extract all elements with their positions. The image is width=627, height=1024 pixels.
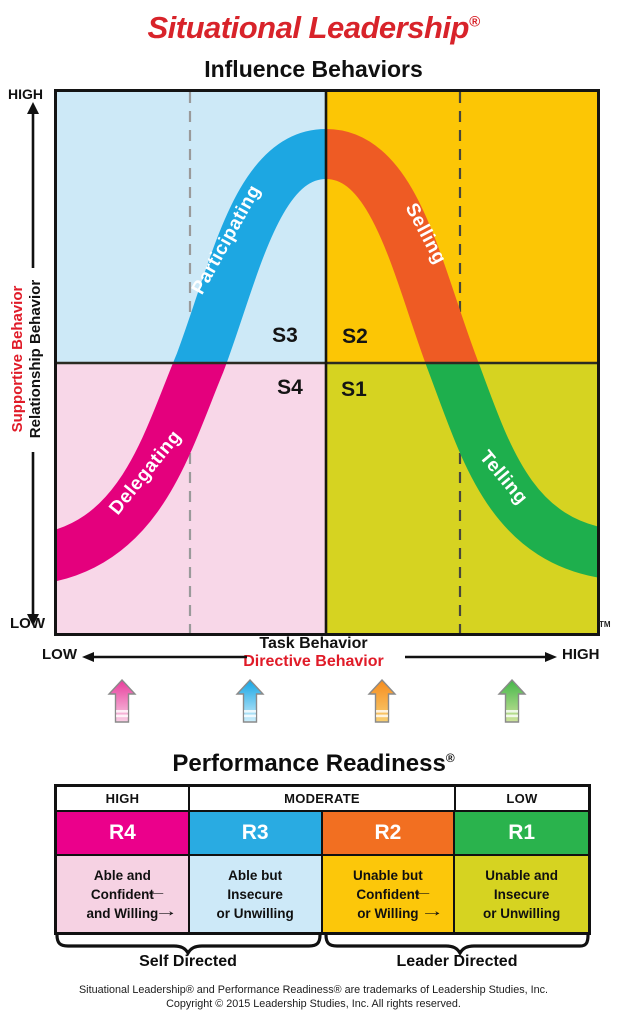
page-title-text: Situational Leadership [147, 10, 469, 45]
influence-behaviors-chart: S3 S2 S4 S1 Delegating Participating Sel… [54, 89, 600, 636]
registered-mark-2: ® [445, 751, 455, 765]
r2-cell: R2 [322, 812, 456, 856]
x-axis-title-black: Task Behavior [259, 635, 368, 652]
r4-description: Able and Confident and Willing [57, 856, 190, 932]
readiness-level-row: R4 R3 R2 R1 [57, 812, 588, 856]
y-axis-high-label: HIGH [8, 86, 43, 102]
header-moderate: MODERATE [190, 787, 456, 812]
x-axis-right-arrowhead [545, 652, 557, 662]
x-axis-arrows [82, 652, 557, 662]
leader-directed-brace [324, 934, 590, 957]
registered-mark: ® [468, 13, 480, 31]
trademark-footer-line2: Copyright © 2015 Leadership Studies, Inc… [166, 998, 461, 1010]
y-axis-title: Supportive Behavior Relationship Behavio… [9, 253, 47, 465]
s4-label: S4 [277, 376, 303, 399]
chart-title: Influence Behaviors [204, 56, 423, 82]
header-low: LOW [456, 787, 588, 812]
leadership-curve [57, 92, 597, 633]
r4-cell: R4 [57, 812, 190, 856]
readiness-header-row: HIGH MODERATE LOW [57, 787, 588, 812]
leader-directed-label: Leader Directed [396, 953, 518, 970]
header-high: HIGH [57, 787, 190, 812]
r2-description: Unable but Confident or Willing [322, 856, 456, 932]
x-axis-high-label: HIGH [562, 646, 600, 663]
y-axis-arrow [27, 102, 39, 626]
relationship-behavior-label: Relationship Behavior [27, 279, 44, 439]
readiness-arrow-r3-icon [235, 679, 265, 723]
tm-mark: TM [599, 620, 611, 629]
r3-description: Able but Insecure or Unwilling [189, 856, 323, 932]
trademark-footer-line1: Situational Leadership® and Performance … [78, 984, 549, 996]
self-directed-label: Self Directed [139, 953, 237, 970]
s2-label: S2 [342, 325, 368, 348]
telling-band [425, 363, 597, 578]
supportive-behavior-label: Supportive Behavior [9, 285, 26, 433]
readiness-arrow-r1-icon [497, 679, 527, 723]
y-axis-up-arrowhead [27, 102, 39, 114]
page-title: Situational Leadership® [0, 10, 627, 46]
x-axis-left-arrowhead [82, 652, 94, 662]
delegating-band [57, 363, 227, 581]
readiness-description-row: Able and Confident and Willing Able but … [57, 856, 588, 932]
r3-cell: R3 [189, 812, 323, 856]
transfer-left-arrow-2-icon: ← [410, 883, 434, 900]
readiness-arrow-r2-icon [367, 679, 397, 723]
readiness-arrow-r4-icon [107, 679, 137, 723]
y-axis-low-label: LOW [10, 615, 45, 632]
s3-label: S3 [272, 324, 298, 347]
s1-label: S1 [341, 378, 367, 401]
x-axis-title-red: Directive Behavior [243, 653, 384, 670]
transfer-right-arrow-2-icon: → [420, 903, 444, 920]
x-axis-low-label: LOW [42, 646, 77, 663]
r1-cell: R1 [455, 812, 588, 856]
transfer-left-arrow-1-icon: ← [144, 883, 168, 900]
transfer-right-arrow-1-icon: → [154, 903, 178, 920]
self-directed-brace [55, 934, 322, 957]
y-axis-down-arrowhead [27, 614, 39, 626]
performance-readiness-text: Performance Readiness [172, 750, 446, 777]
directed-braces [55, 934, 590, 957]
performance-readiness-table: HIGH MODERATE LOW R4 R3 R2 R1 Able and C… [54, 784, 591, 935]
r1-description: Unable and Insecure or Unwilling [455, 856, 588, 932]
performance-readiness-title: Performance Readiness® [0, 750, 627, 778]
